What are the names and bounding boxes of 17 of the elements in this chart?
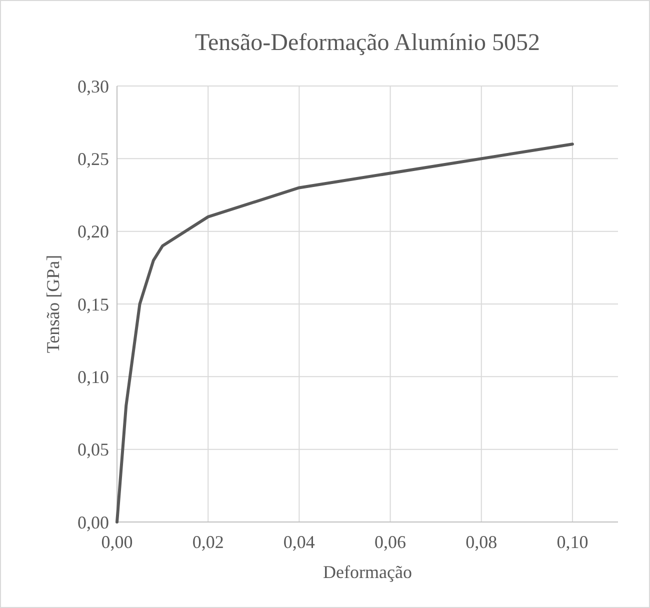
y-axis-title: Tensão [GPa]	[43, 254, 63, 354]
chart-title: Tensão-Deformação Alumínio 5052	[195, 30, 540, 56]
y-tick-label: 0,05	[78, 440, 109, 460]
x-axis-title: Deformação	[323, 562, 412, 582]
y-tick-label: 0,30	[78, 76, 109, 96]
x-tick-label: 0,04	[283, 532, 315, 552]
x-tick-label: 0,10	[556, 532, 588, 552]
y-tick-label: 0,10	[78, 366, 109, 387]
line-series	[116, 142, 574, 524]
y-tick-label: 0,15	[78, 294, 109, 314]
x-tick-label: 0,00	[101, 532, 133, 552]
x-tick-label: 0,06	[374, 532, 406, 552]
x-tick-label: 0,08	[466, 532, 498, 552]
y-tick-label: 0,00	[78, 512, 109, 532]
y-tick-label: 0,20	[78, 222, 109, 242]
x-tick-label: 0,02	[192, 532, 224, 552]
y-tick-label: 0,25	[78, 148, 109, 169]
